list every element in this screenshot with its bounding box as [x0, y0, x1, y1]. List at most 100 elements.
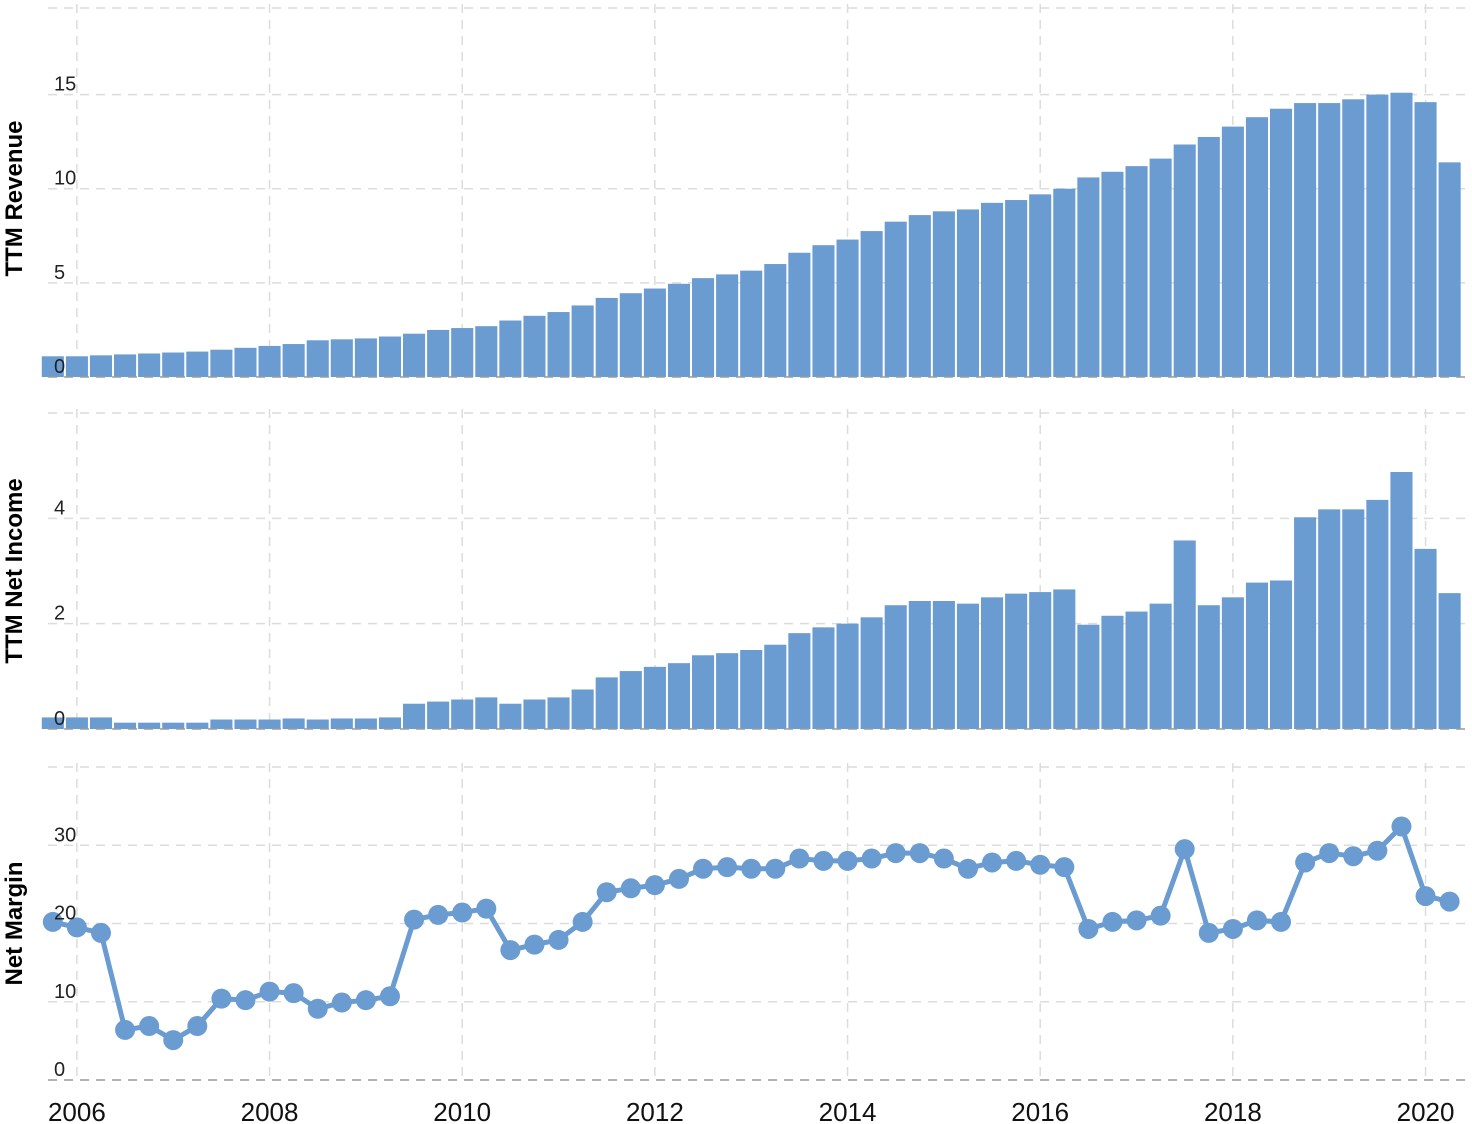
bar: [884, 605, 907, 729]
bar: [1245, 117, 1268, 377]
data-point: [982, 852, 1003, 873]
data-point: [1367, 840, 1388, 861]
bar: [186, 722, 209, 729]
bar: [330, 718, 353, 729]
data-point: [933, 848, 954, 869]
bar: [1077, 624, 1100, 729]
data-point: [163, 1030, 184, 1051]
bar: [1149, 158, 1172, 377]
bar: [523, 699, 546, 729]
bar: [595, 677, 618, 729]
bar: [1270, 108, 1293, 377]
data-point: [1198, 922, 1219, 943]
net-income-panel: 0 2 4 TTM Net Income: [1, 412, 1466, 730]
bar: [788, 252, 811, 377]
bar: [1414, 548, 1437, 729]
bar: [475, 326, 498, 377]
data-point: [1054, 857, 1075, 878]
bar: [1005, 593, 1028, 729]
bar: [451, 328, 474, 377]
bar: [667, 663, 691, 729]
data-point: [524, 934, 545, 955]
bar: [1342, 509, 1365, 729]
net-margin-panel: 0 10 20 30 Net Margin: [1, 766, 1466, 1081]
data-point: [1102, 911, 1123, 932]
bar: [619, 293, 642, 377]
bar: [1029, 194, 1052, 377]
bar: [1029, 592, 1052, 729]
x-tick-label: 2020: [1397, 1097, 1455, 1124]
bar: [138, 722, 161, 729]
bar: [547, 697, 570, 729]
data-point: [307, 998, 328, 1019]
bar: [210, 719, 233, 729]
data-point: [596, 882, 617, 903]
data-point: [1006, 850, 1027, 871]
y-tick-label: 5: [54, 262, 65, 284]
data-point: [500, 940, 521, 961]
bar: [1294, 103, 1317, 377]
data-point: [717, 857, 738, 878]
bar: [716, 653, 739, 729]
bar: [692, 655, 715, 729]
bar: [643, 288, 666, 377]
bar: [210, 349, 233, 377]
bar: [836, 623, 859, 729]
y-axis-label: Net Margin: [1, 861, 28, 985]
x-tick-label: 2016: [1011, 1097, 1069, 1124]
bar: [884, 221, 907, 377]
data-point: [572, 911, 593, 932]
x-tick-label: 2006: [48, 1097, 106, 1124]
bar: [234, 347, 257, 377]
data-point: [283, 983, 304, 1004]
bar: [65, 717, 88, 729]
bar: [1101, 171, 1124, 377]
y-tick-label: 10: [54, 168, 76, 190]
data-point: [1222, 918, 1243, 939]
data-point: [741, 858, 762, 879]
bar: [378, 717, 402, 729]
data-point: [428, 904, 449, 925]
y-axis-label: TTM Net Income: [1, 478, 28, 663]
bar: [1053, 589, 1076, 729]
data-point: [139, 1016, 160, 1037]
x-tick-label: 2018: [1204, 1097, 1262, 1124]
data-point: [404, 909, 425, 930]
bar: [860, 231, 883, 377]
bar: [89, 355, 113, 377]
bar: [812, 627, 835, 729]
bar: [1366, 94, 1389, 377]
data-point: [1391, 816, 1412, 837]
x-tick-label: 2008: [241, 1097, 299, 1124]
bar: [1173, 144, 1196, 377]
bar: [354, 718, 377, 729]
data-point: [548, 929, 569, 950]
bar: [932, 211, 955, 377]
data-point: [476, 898, 497, 919]
data-point: [1030, 854, 1051, 875]
bar: [908, 215, 931, 377]
data-point: [452, 902, 473, 923]
data-point: [235, 990, 256, 1011]
data-point: [1246, 910, 1267, 931]
y-tick-label: 20: [54, 903, 76, 925]
bar: [403, 333, 426, 377]
bar: [908, 601, 931, 729]
y-axis-label: TTM Revenue: [1, 120, 28, 276]
bar: [1366, 499, 1389, 729]
bar: [643, 666, 666, 729]
data-point: [259, 981, 280, 1002]
bar: [162, 352, 185, 377]
data-point: [1439, 891, 1460, 912]
bar: [1077, 177, 1100, 377]
x-tick-label: 2012: [626, 1097, 684, 1124]
y-tick-label: 2: [54, 603, 65, 625]
bar: [1101, 615, 1124, 729]
bar: [595, 297, 618, 377]
bar: [1173, 540, 1196, 729]
y-tick-label: 0: [54, 356, 65, 378]
bar: [1438, 593, 1461, 729]
y-tick-label: 0: [54, 1059, 65, 1081]
bar: [1125, 166, 1148, 377]
bar: [162, 722, 185, 729]
